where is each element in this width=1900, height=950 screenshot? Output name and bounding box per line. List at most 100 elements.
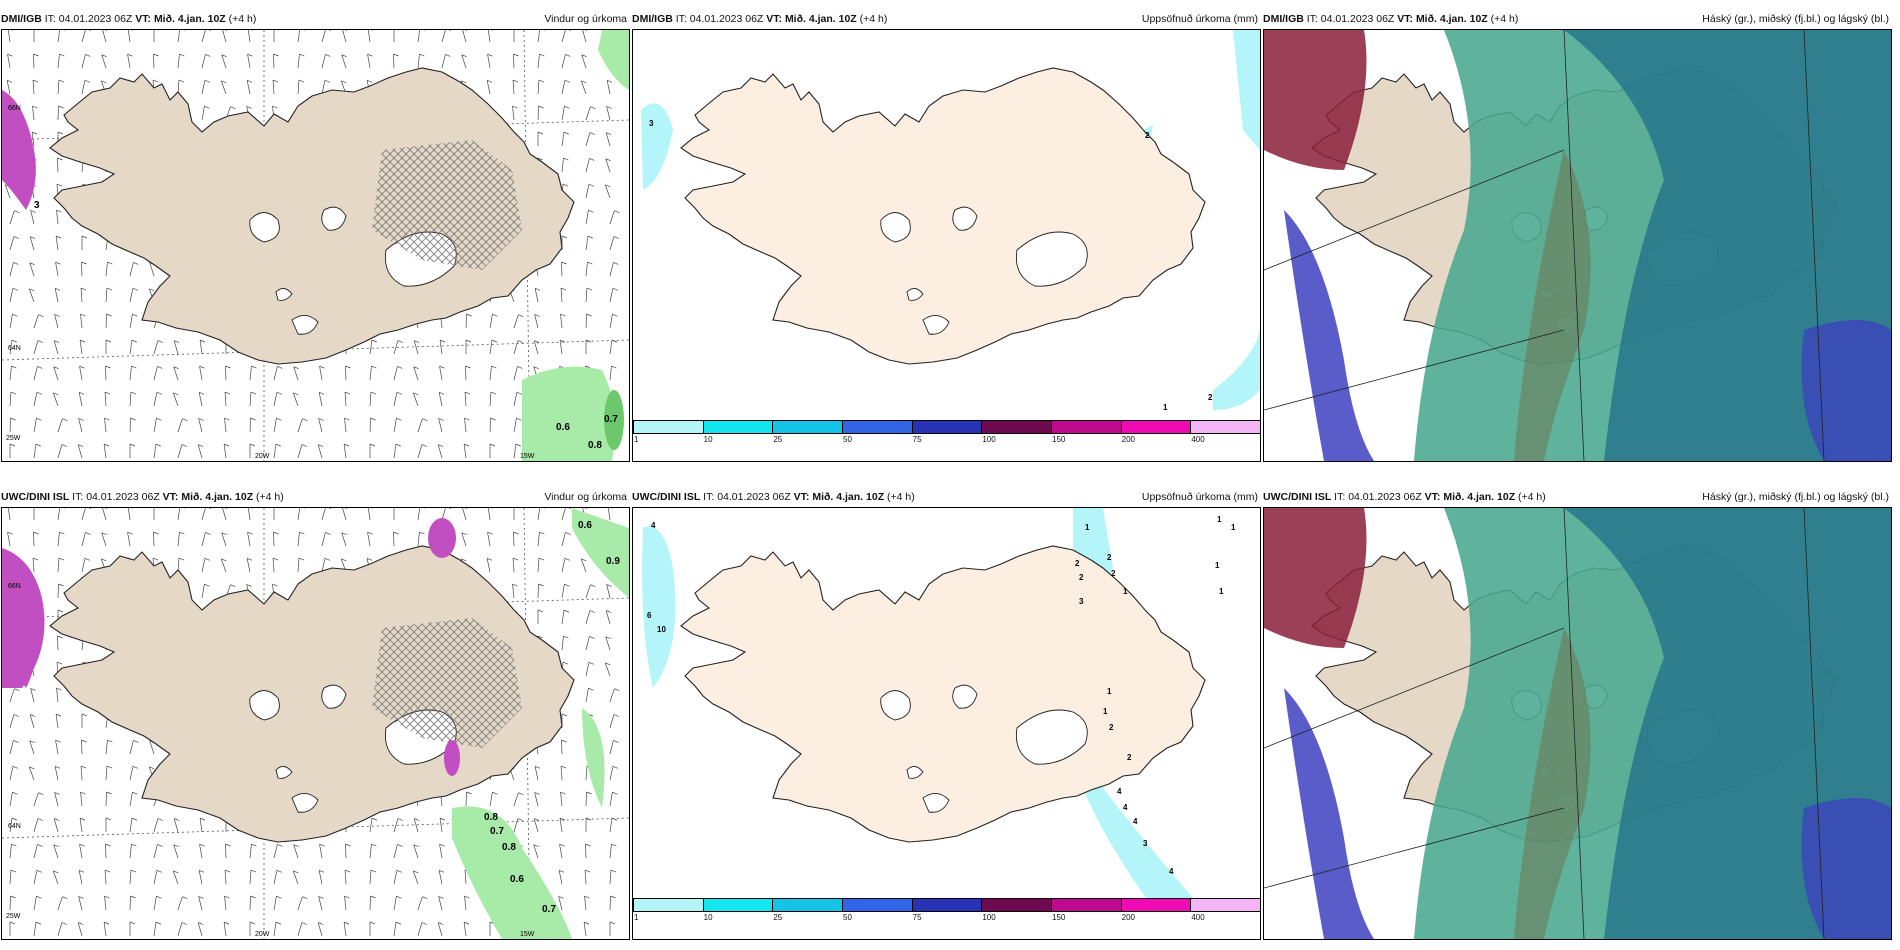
valid-label: VT: [793, 491, 810, 503]
lead-time: (+4 h) [859, 13, 888, 25]
colorbar-swatch [772, 420, 843, 434]
valid-time: Mið. 4.jan. 10Z [181, 491, 254, 503]
model-source: DMI/IGB [1263, 13, 1304, 25]
lon-label-15w: 15W [520, 931, 535, 938]
precip-map: 4 6 10 1 2 2 2 2 3 1 1 1 1 1 1 1 2 2 4 4 4 3 4 [632, 507, 1261, 940]
precip-map: 3 2 2 1 [632, 29, 1261, 462]
lon-label-15w: 15W [520, 453, 535, 460]
colorbar-tick: 400 [1191, 913, 1205, 922]
model-source: UWC/DINI ISL [1263, 491, 1332, 503]
colorbar-swatch [1190, 420, 1261, 434]
precip-value-label: 1 [1215, 561, 1220, 570]
lon-label-25w: 25W [6, 913, 21, 920]
valid-time: Mið. 4.jan. 10Z [1443, 491, 1516, 503]
init-label: IT: [1334, 491, 1346, 503]
precip-value-label: 2 [1109, 723, 1114, 732]
colorbar-tick: 200 [1121, 435, 1136, 444]
colorbar-tick: 200 [1121, 913, 1136, 922]
wind-max-label: 0.8 [588, 440, 602, 451]
colorbar-swatch [1120, 420, 1192, 434]
lead-time: (+4 h) [887, 491, 915, 503]
precip-value-label: 2 [1145, 131, 1150, 140]
panel-header: UWC/DINI ISL IT: 04.01.2023 06Z VT: Mið.… [1263, 488, 1892, 507]
colorbar-swatch [1190, 898, 1261, 912]
colorbar-swatch [981, 420, 1052, 434]
precip-value-label: 1 [1231, 523, 1236, 532]
glacier-outline [249, 690, 280, 721]
cloud-layers [1264, 30, 1891, 461]
cloud-layers [1264, 508, 1891, 939]
colorbar-swatch [772, 898, 843, 912]
colorbar-tick: 100 [982, 435, 996, 444]
precip-areas [641, 30, 1260, 410]
iceland-landmass [49, 67, 575, 365]
panel-title: Vindur og úrkoma [544, 13, 627, 25]
colorbar-swatch [702, 898, 774, 912]
wind-max-label: 0.6 [510, 874, 524, 885]
init-time: 04.01.2023 06Z [58, 13, 133, 25]
glacier-outline [249, 212, 280, 243]
glacier-outline [1015, 231, 1088, 287]
precip-value-label: 2 [1079, 573, 1084, 582]
wind-precip-panel: DMI/IGB IT: 04.01.2023 06Z VT: Mið. 4.ja… [1, 10, 630, 462]
glacier-outline [321, 206, 347, 231]
snow-hatch [372, 140, 522, 270]
lon-label-25w: 25W [6, 435, 21, 442]
precip-value-label: 1 [1085, 523, 1090, 532]
colorbar-tick: 150 [1052, 435, 1066, 444]
lead-time: (+4 h) [1490, 13, 1519, 25]
model-source: UWC/DINI ISL [632, 491, 701, 503]
precip-value-label: 2 [1127, 753, 1132, 762]
glacier-outline [952, 206, 978, 231]
lon-label-20w: 20W [255, 453, 270, 460]
colorbar-tick: 100 [982, 913, 996, 922]
panel-header: DMI/IGB IT: 04.01.2023 06Z VT: Mið. 4.ja… [1263, 10, 1892, 29]
init-time: 04.01.2023 06Z [1320, 13, 1395, 25]
snow-hatch [372, 618, 522, 748]
glacier-outline [906, 288, 924, 301]
accumulated-precip-panel: UWC/DINI ISL IT: 04.01.2023 06Z VT: Mið.… [632, 488, 1261, 940]
lat-label-64: 64N [8, 345, 21, 352]
wind-max-label: 0.8 [502, 842, 516, 853]
lat-label-66: 66N [8, 583, 21, 590]
colorbar-swatch [702, 420, 774, 434]
precip-value-label: 3 [649, 119, 654, 128]
panel-title: Uppsöfnuð úrkoma (mm) [1141, 13, 1258, 25]
colorbar-tick: 25 [773, 913, 783, 922]
valid-label: VT: [766, 13, 783, 25]
colorbar-swatch [1051, 898, 1122, 912]
colorbar-tick: 10 [703, 913, 713, 922]
panel-header: DMI/IGB IT: 04.01.2023 06Z VT: Mið. 4.ja… [632, 10, 1261, 29]
valid-time: Mið. 4.jan. 10Z [784, 13, 857, 25]
lat-label-66: 66N [8, 105, 21, 112]
panel-title: Háský (gr.), miðský (fj.bl.) og lágský (… [1702, 491, 1889, 503]
precip-value-label: 4 [1169, 867, 1174, 876]
colorbar-swatch [1120, 898, 1192, 912]
wind-max-label: 0.7 [604, 414, 618, 425]
valid-label: VT: [1424, 491, 1441, 503]
lead-time: (+4 h) [256, 491, 284, 503]
precip-value-label: 4 [1133, 817, 1138, 826]
precip-value-label: 2 [1208, 393, 1213, 402]
projection-lines [1264, 30, 1825, 461]
colorbar-tick: 25 [773, 435, 783, 444]
lat-label-64: 64N [8, 823, 21, 830]
colorbar-tick: 1 [634, 435, 639, 444]
valid-time: Mið. 4.jan. 10Z [153, 13, 226, 25]
panel-title: Háský (gr.), miðský (fj.bl.) og lágský (… [1702, 13, 1889, 25]
colorbar-swatch [633, 420, 704, 434]
precip-value-label: 4 [1123, 803, 1128, 812]
glacier-outline [1015, 709, 1088, 765]
glacier-outline [952, 684, 978, 709]
glacier-outline [906, 766, 924, 779]
panel-title: Uppsöfnuð úrkoma (mm) [1141, 491, 1258, 503]
precip-value-label: 2 [1075, 559, 1080, 568]
colorbar-swatch [981, 898, 1052, 912]
precip-value-label: 6 [647, 611, 652, 620]
iceland-landmass [680, 67, 1206, 365]
valid-time: Mið. 4.jan. 10Z [1415, 13, 1488, 25]
colorbar-swatch [842, 898, 913, 912]
valid-label: VT: [1397, 13, 1414, 25]
valid-label: VT: [162, 491, 179, 503]
precip-colorbar: 1 10 25 50 75 100 150 200 400 [633, 898, 1261, 924]
